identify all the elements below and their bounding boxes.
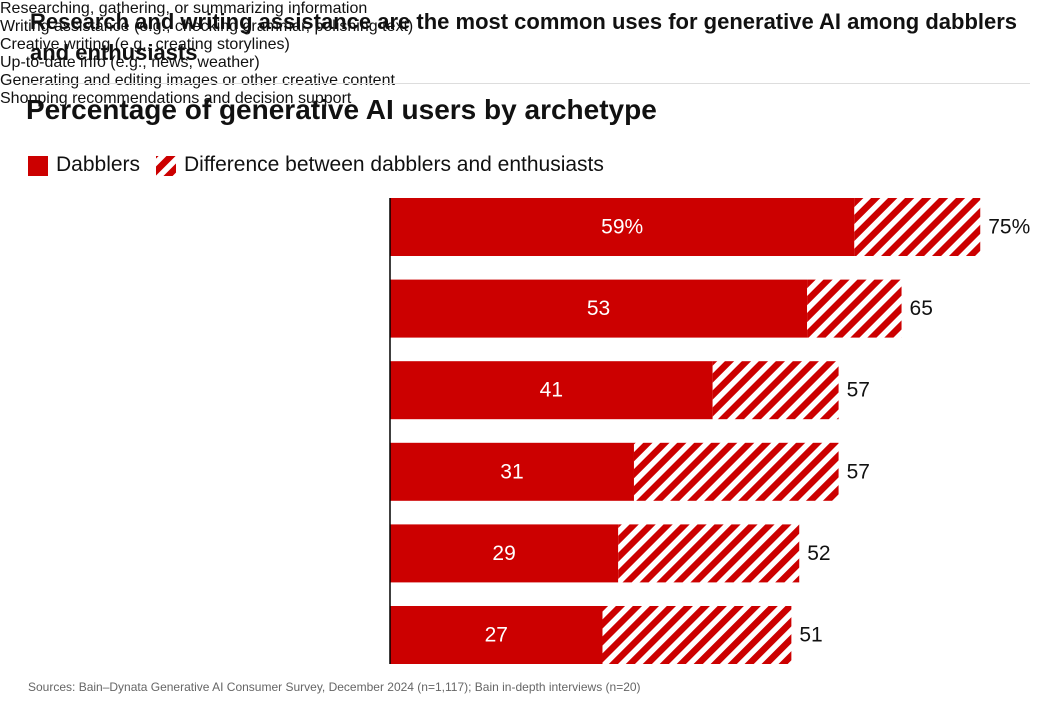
category-label: Writing assistance (e.g., checking gramm… xyxy=(0,18,414,35)
bar-segment xyxy=(712,361,839,420)
legend-swatch xyxy=(156,156,176,176)
bar-segment xyxy=(602,606,792,664)
bar-segment xyxy=(854,198,981,256)
chart-title: Percentage of generative AI users by arc… xyxy=(26,94,657,125)
category-label: Shopping recommendations and decision su… xyxy=(0,90,352,107)
bar-segment xyxy=(633,442,839,501)
total-label: 57 xyxy=(847,460,870,483)
headline: Research and writing assistance are the … xyxy=(30,9,1018,65)
value-label: 27 xyxy=(485,624,508,647)
bar-segment xyxy=(390,606,603,664)
bar-segment xyxy=(807,279,902,338)
category-label: Generating and editing images or other c… xyxy=(0,72,395,89)
total-label: 51 xyxy=(799,624,822,647)
bar-segment xyxy=(390,361,713,420)
separator xyxy=(28,83,1030,84)
value-label: 41 xyxy=(540,379,563,402)
value-label: 53 xyxy=(587,297,610,320)
bar-segment xyxy=(390,279,808,338)
bar-segment xyxy=(390,198,855,256)
value-label: 29 xyxy=(492,542,515,565)
total-label: 52 xyxy=(807,542,830,565)
bar-segment xyxy=(390,524,619,583)
category-label: Researching, gathering, or summarizing i… xyxy=(0,0,368,17)
total-label: 75% xyxy=(988,216,1030,239)
source-note: Sources: Bain–Dynata Generative AI Consu… xyxy=(28,680,641,694)
total-label: 65 xyxy=(910,297,933,320)
legend-label: Dabblers xyxy=(56,153,141,176)
legend-swatch xyxy=(28,156,48,176)
category-label: Up-to-date info (e.g., news, weather) xyxy=(0,54,260,71)
value-label: 59% xyxy=(601,216,643,239)
bar-segment xyxy=(390,442,634,501)
value-label: 31 xyxy=(500,460,523,483)
legend-label: Difference between dabblers and enthusia… xyxy=(184,153,604,176)
category-label: Creative writing (e.g., creating storyli… xyxy=(0,36,290,53)
total-label: 57 xyxy=(847,379,870,402)
bar-segment xyxy=(618,524,800,583)
